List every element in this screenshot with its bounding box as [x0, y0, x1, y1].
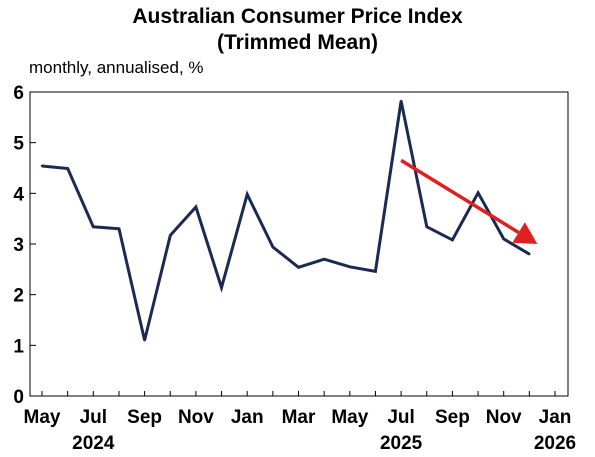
chart-title: Australian Consumer Price Index (Trimmed… — [0, 4, 595, 56]
x-tick-label: Jul — [387, 407, 414, 428]
x-tick-label: Nov — [178, 407, 214, 428]
data-point — [40, 164, 44, 168]
x-year-label: 2026 — [534, 433, 576, 454]
data-point — [194, 205, 198, 209]
y-tick-label: 6 — [13, 83, 24, 104]
x-year-label: 2025 — [380, 433, 423, 454]
data-point — [169, 234, 172, 237]
y-axis-unit-label: monthly, annualised, % — [29, 58, 204, 77]
x-tick-label: Sep — [127, 407, 162, 428]
x-tick-label: May — [331, 407, 368, 428]
data-point — [348, 265, 351, 268]
trend-arrow-shaft — [400, 158, 520, 234]
data-point — [322, 258, 326, 261]
data-point — [502, 237, 505, 241]
x-tick-label: Nov — [486, 407, 522, 428]
trend-arrow-head — [512, 222, 538, 244]
y-tick-label: 1 — [13, 336, 24, 357]
data-point — [271, 245, 275, 249]
x-tick-label: May — [24, 407, 61, 428]
x-tick-label: Jul — [80, 407, 107, 428]
y-tick-label: 5 — [13, 134, 24, 155]
y-tick-label: 2 — [13, 286, 24, 307]
data-point — [451, 238, 454, 242]
x-tick-label: Jan — [539, 407, 572, 428]
x-tick-label: Mar — [282, 407, 316, 428]
data-point — [143, 339, 146, 342]
plot-frame — [29, 91, 569, 397]
chart-title-line1: Australian Consumer Price Index — [132, 5, 463, 28]
data-point — [425, 225, 428, 228]
data-point — [117, 227, 121, 230]
x-tick-label: Jan — [231, 407, 264, 428]
data-point — [374, 270, 377, 273]
x-year-label: 2024 — [72, 433, 115, 454]
chart-title-line2: (Trimmed Mean) — [216, 31, 379, 54]
data-point — [246, 193, 249, 196]
y-tick-label: 3 — [13, 235, 24, 256]
data-point — [297, 266, 300, 269]
series-line — [41, 100, 531, 341]
data-point — [476, 191, 480, 195]
y-tick-label: 0 — [13, 387, 24, 408]
y-tick-label: 4 — [13, 184, 24, 205]
data-point — [66, 167, 69, 170]
data-point — [220, 286, 223, 289]
x-tick-label: Sep — [435, 407, 470, 428]
data-point — [399, 99, 403, 103]
data-point — [92, 225, 95, 228]
data-point — [528, 252, 531, 256]
